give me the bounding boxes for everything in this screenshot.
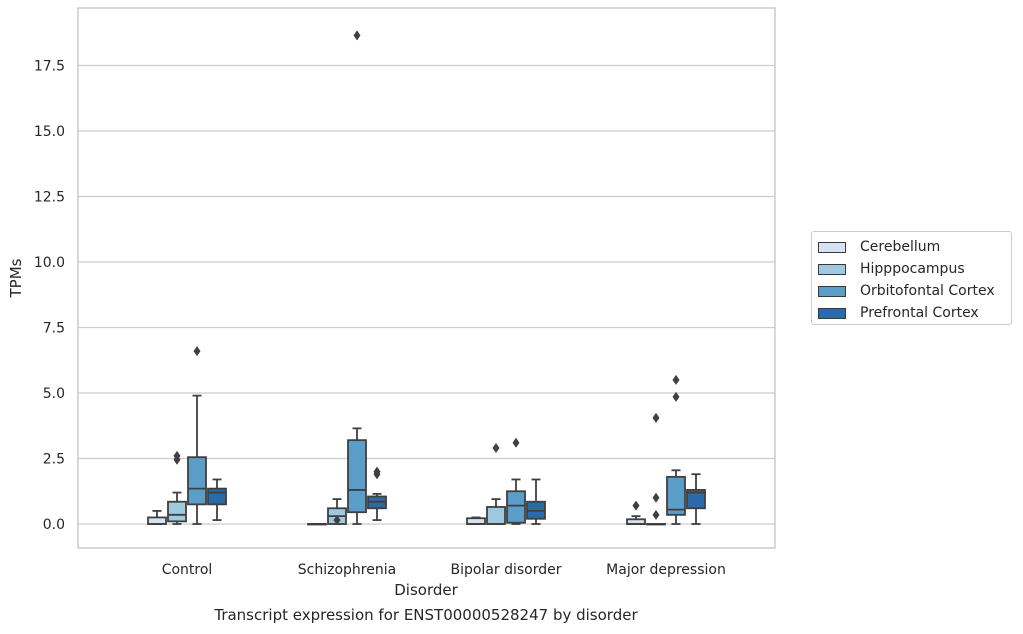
chart-title: Transcript expression for ENST0000052824… xyxy=(214,606,638,624)
outlier-point xyxy=(333,515,341,526)
plot-frame xyxy=(77,7,776,549)
x-tick-label: Major depression xyxy=(606,562,726,578)
box-iqr xyxy=(207,487,227,506)
x-axis-title: Disorder xyxy=(394,581,458,599)
box-hipppocampus xyxy=(646,412,666,526)
box-orbitofontal-cortex xyxy=(187,346,207,525)
box-iqr xyxy=(666,475,686,516)
outlier-point xyxy=(373,466,381,477)
legend-item: Prefrontal Cortex xyxy=(818,302,1011,324)
box-hipppocampus xyxy=(167,450,187,525)
x-tick-label: Bipolar disorder xyxy=(450,562,561,578)
outlier-point xyxy=(492,443,500,454)
y-tick-label: 2.5 xyxy=(43,452,65,468)
box-orbitofontal-cortex xyxy=(506,437,526,525)
box-hipppocampus xyxy=(327,498,347,526)
box-cerebellum xyxy=(307,523,327,526)
outlier-point xyxy=(652,492,660,503)
box-prefrontal-cortex xyxy=(207,478,227,521)
box-hipppocampus xyxy=(486,443,506,525)
box-prefrontal-cortex xyxy=(686,473,706,525)
box-cerebellum xyxy=(466,516,486,525)
box-orbitofontal-cortex xyxy=(666,374,686,525)
outlier-point xyxy=(652,509,660,520)
gridlines xyxy=(78,64,775,525)
outlier-point xyxy=(173,450,181,461)
legend-swatch xyxy=(818,263,846,275)
box-prefrontal-cortex xyxy=(526,478,546,525)
box-iqr xyxy=(347,439,367,514)
y-tick-label: 17.5 xyxy=(34,59,65,75)
legend-swatch xyxy=(818,285,846,297)
legend-label: Prefrontal Cortex xyxy=(860,305,979,321)
box-plot-series xyxy=(147,30,706,526)
y-tick-label: 15.0 xyxy=(34,124,65,140)
outlier-point xyxy=(632,500,640,511)
box-iqr xyxy=(506,490,526,524)
x-tick-label: Schizophrenia xyxy=(298,562,396,578)
outlier-point xyxy=(193,346,201,357)
x-tick-labels: Control Schizophrenia Bipolar disorder Majo… xyxy=(162,562,726,578)
y-tick-label: 5.0 xyxy=(43,386,65,402)
outlier-point xyxy=(672,391,680,402)
outlier-point xyxy=(353,30,361,41)
legend-label: Cerebellum xyxy=(860,239,941,255)
box-iqr xyxy=(167,500,187,523)
box-orbitofontal-cortex xyxy=(347,30,367,525)
box-cerebellum xyxy=(147,509,167,525)
outlier-point xyxy=(652,412,660,423)
outlier-point xyxy=(672,374,680,385)
y-tick-label: 10.0 xyxy=(34,255,65,271)
box-iqr xyxy=(486,506,506,525)
y-tick-label: 0.0 xyxy=(43,517,65,533)
box-prefrontal-cortex xyxy=(367,466,387,521)
outlier-point xyxy=(512,437,520,448)
legend-label: Orbitofontal Cortex xyxy=(860,283,995,299)
legend-swatch xyxy=(818,241,846,253)
legend-item: Orbitofontal Cortex xyxy=(818,280,1011,302)
y-tick-labels: 0.0 2.5 5.0 7.5 10.0 12.5 15.0 17.5 xyxy=(34,59,65,534)
y-axis-title: TPMs xyxy=(7,258,25,298)
box-cerebellum xyxy=(626,500,646,525)
legend-item: Hipppocampus xyxy=(818,258,1011,280)
x-tick-label: Control xyxy=(162,562,213,578)
y-tick-label: 12.5 xyxy=(34,190,65,206)
legend-swatch xyxy=(818,307,846,319)
box-iqr xyxy=(147,516,167,525)
legend: Cerebellum Hipppocampus Orbitofontal Corte… xyxy=(811,231,1012,325)
box-iqr xyxy=(187,456,207,506)
legend-item: Cerebellum xyxy=(818,236,1011,258)
box-iqr xyxy=(686,489,706,510)
y-tick-label: 7.5 xyxy=(43,321,65,337)
legend-label: Hipppocampus xyxy=(860,261,965,277)
